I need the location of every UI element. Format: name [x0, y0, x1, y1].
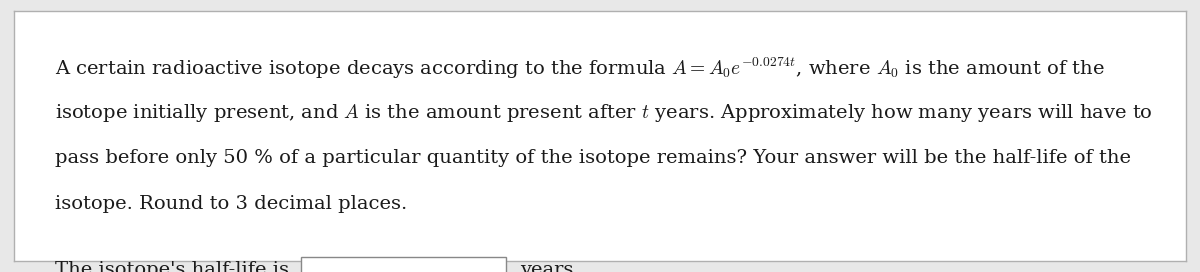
Text: pass before only 50 % of a particular quantity of the isotope remains? Your answ: pass before only 50 % of a particular qu…	[55, 149, 1132, 166]
Text: isotope. Round to 3 decimal places.: isotope. Round to 3 decimal places.	[55, 195, 408, 213]
Text: A certain radioactive isotope decays according to the formula $A = A_0e^{-0.0274: A certain radioactive isotope decays acc…	[55, 56, 1105, 81]
Text: isotope initially present, and $A$ is the amount present after $t$ years. Approx: isotope initially present, and $A$ is th…	[55, 102, 1153, 124]
Text: The isotope's half-life is: The isotope's half-life is	[55, 261, 289, 272]
Text: years.: years.	[521, 261, 580, 272]
